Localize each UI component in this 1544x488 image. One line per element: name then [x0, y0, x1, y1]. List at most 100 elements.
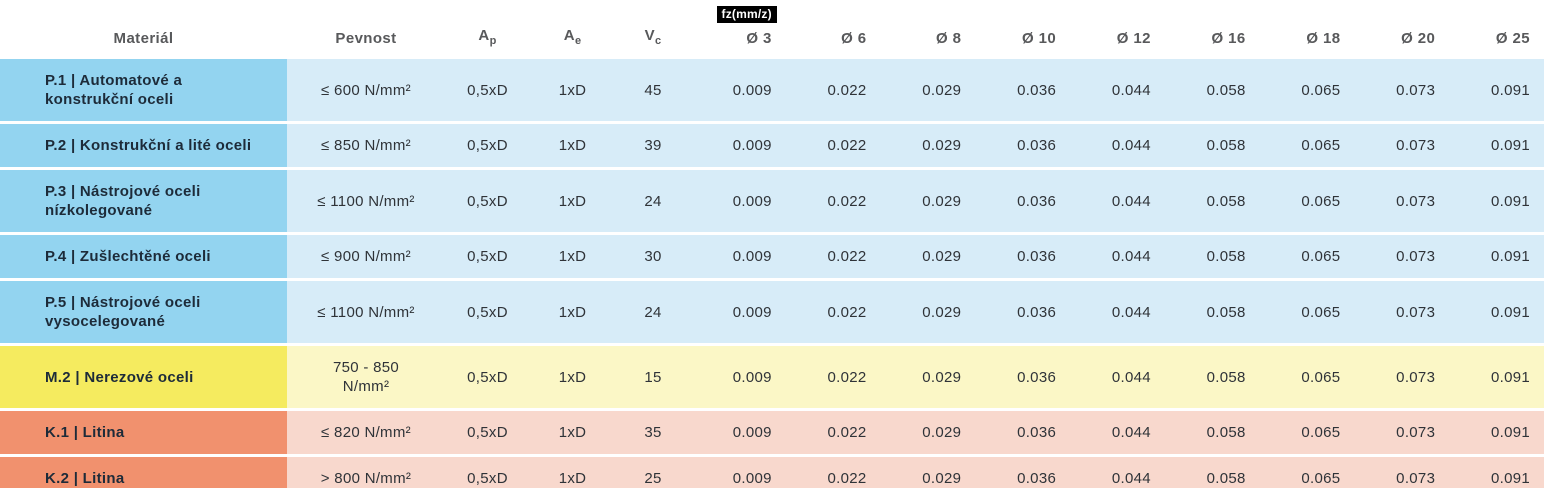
- fz-cell-d20: 0.073: [1354, 59, 1450, 121]
- col-header-material: Materiál: [0, 0, 287, 56]
- col-header-diameter-label: Ø 25: [1495, 30, 1530, 47]
- fz-cell-d12: 0.044: [1070, 170, 1165, 232]
- fz-value: 0.073: [1396, 470, 1436, 487]
- fz-cell-d3: 0.009: [691, 457, 786, 488]
- fz-cell-d8: 0.029: [880, 59, 976, 121]
- ae-cell: 1xD: [530, 281, 615, 343]
- fz-value: 0.065: [1301, 368, 1341, 386]
- material-label: K.1 | Litina: [45, 424, 125, 441]
- vc-value: 25: [644, 470, 662, 487]
- material-cell: P.2 | Konstrukční a lité oceli: [0, 124, 287, 167]
- fz-value: 0.073: [1396, 137, 1436, 154]
- fz-cell-d6: 0.022: [785, 281, 881, 343]
- fz-value: 0.029: [922, 81, 962, 99]
- col-header-diameter-label: Ø 12: [1116, 30, 1151, 47]
- vc-value: 39: [644, 137, 662, 154]
- fz-value: 0.065: [1301, 137, 1341, 154]
- ae-value: 1xD: [558, 424, 587, 441]
- col-header-material-label: Materiál: [113, 30, 174, 47]
- vc-cell: 24: [615, 281, 691, 343]
- fz-cell-d8: 0.029: [880, 124, 976, 167]
- vc-cell: 30: [615, 235, 691, 278]
- fz-value: 0.058: [1206, 81, 1246, 99]
- fz-value: 0.009: [732, 424, 772, 441]
- col-header-vc-label: Vc: [644, 27, 662, 47]
- col-header-ap: Ap: [445, 0, 530, 56]
- col-header-diameter-10: Ø 10: [975, 0, 1071, 56]
- material-cell: P.5 | Nástrojové oceli vysocelegované: [0, 281, 287, 343]
- ae-cell: 1xD: [530, 457, 615, 488]
- pevnost-value: ≤ 850 N/mm²: [321, 137, 411, 154]
- col-header-ae-label: Ae: [563, 27, 582, 47]
- fz-cell-d10: 0.036: [975, 59, 1071, 121]
- ap-cell: 0,5xD: [445, 59, 530, 121]
- fz-value: 0.058: [1206, 248, 1246, 265]
- fz-cell-d25: 0.091: [1449, 411, 1544, 454]
- ap-cell: 0,5xD: [445, 235, 530, 278]
- fz-value: 0.065: [1301, 81, 1341, 99]
- fz-cell-d20: 0.073: [1354, 346, 1450, 408]
- material-cell: P.1 | Automatové a konstrukční oceli: [0, 59, 287, 121]
- fz-cell-d18: 0.065: [1259, 457, 1355, 488]
- fz-cell-d12: 0.044: [1070, 457, 1165, 488]
- fz-value: 0.065: [1301, 303, 1341, 321]
- fz-value: 0.029: [922, 303, 962, 321]
- ae-value: 1xD: [558, 137, 587, 154]
- col-header-diameter-label: Ø 3: [746, 30, 772, 47]
- fz-cell-d10: 0.036: [975, 346, 1071, 408]
- col-header-diameter-16: Ø 16: [1164, 0, 1260, 56]
- vc-cell: 39: [615, 124, 691, 167]
- fz-cell-d25: 0.091: [1449, 346, 1544, 408]
- fz-value: 0.036: [1017, 81, 1057, 99]
- fz-cell-d20: 0.073: [1354, 124, 1450, 167]
- ap-cell: 0,5xD: [445, 411, 530, 454]
- fz-cell-d12: 0.044: [1070, 235, 1165, 278]
- ap-cell: 0,5xD: [445, 457, 530, 488]
- ae-value: 1xD: [558, 303, 587, 321]
- fz-value: 0.044: [1111, 424, 1151, 441]
- fz-value: 0.073: [1396, 424, 1436, 441]
- fz-cell-d10: 0.036: [975, 235, 1071, 278]
- fz-cell-d3: 0.009: [691, 411, 786, 454]
- fz-value: 0.029: [922, 368, 962, 386]
- ap-value: 0,5xD: [467, 303, 508, 321]
- col-header-diameter-label: Ø 10: [1021, 30, 1057, 47]
- fz-cell-d20: 0.073: [1354, 457, 1450, 488]
- fz-value: 0.091: [1490, 192, 1530, 210]
- ae-cell: 1xD: [530, 235, 615, 278]
- fz-cell-d18: 0.065: [1259, 235, 1355, 278]
- fz-cell-d12: 0.044: [1070, 346, 1165, 408]
- material-label: P.4 | Zušlechtěné oceli: [45, 248, 211, 265]
- fz-value: 0.029: [922, 137, 962, 154]
- col-header-diameter-3: fz(mm/z) Ø 3: [691, 0, 786, 56]
- pevnost-cell: ≤ 850 N/mm²: [287, 124, 445, 167]
- fz-value: 0.036: [1017, 368, 1057, 386]
- col-header-diameter-label: Ø 20: [1401, 30, 1436, 47]
- pevnost-value: > 800 N/mm²: [320, 470, 412, 487]
- vc-value: 45: [644, 81, 662, 99]
- ae-cell: 1xD: [530, 411, 615, 454]
- col-header-diameter-8: Ø 8: [880, 0, 976, 56]
- vc-cell: 45: [615, 59, 691, 121]
- fz-value: 0.073: [1396, 368, 1436, 386]
- vc-value: 24: [644, 303, 662, 321]
- fz-value: 0.073: [1396, 81, 1436, 99]
- ap-value: 0,5xD: [467, 248, 508, 265]
- fz-cell-d6: 0.022: [785, 124, 881, 167]
- ae-value: 1xD: [558, 81, 587, 99]
- fz-cell-d6: 0.022: [785, 346, 881, 408]
- ap-cell: 0,5xD: [445, 170, 530, 232]
- vc-value: 30: [644, 248, 662, 265]
- fz-cell-d12: 0.044: [1070, 59, 1165, 121]
- ap-cell: 0,5xD: [445, 124, 530, 167]
- fz-cell-d3: 0.009: [691, 346, 786, 408]
- fz-value: 0.058: [1206, 368, 1246, 386]
- ap-value: 0,5xD: [467, 81, 508, 99]
- fz-value: 0.091: [1490, 137, 1530, 154]
- col-header-diameter-label: Ø 18: [1306, 30, 1341, 47]
- vc-cell: 35: [615, 411, 691, 454]
- fz-cell-d16: 0.058: [1164, 457, 1260, 488]
- vc-value: 24: [644, 192, 662, 210]
- fz-cell-d12: 0.044: [1070, 281, 1165, 343]
